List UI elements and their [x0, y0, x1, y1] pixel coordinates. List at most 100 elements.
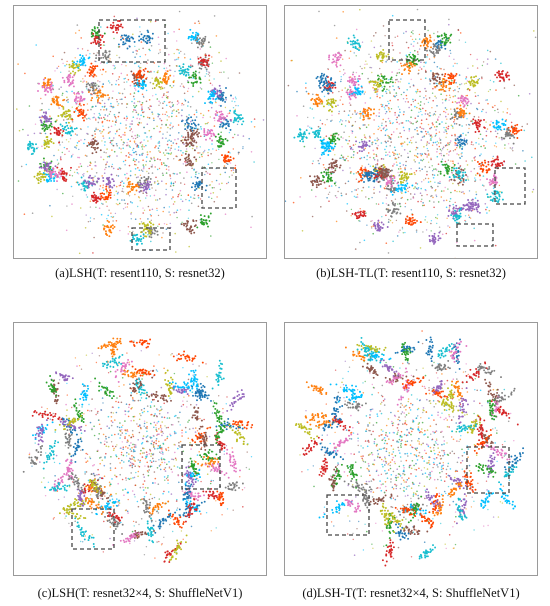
scatter-point [124, 77, 127, 80]
cluster-point [203, 39, 206, 42]
scatter-point [195, 171, 198, 173]
scatter-point [86, 170, 89, 173]
cluster-point [105, 185, 108, 188]
cluster-point [54, 170, 57, 173]
scatter-point [490, 130, 492, 133]
cluster-point [69, 76, 71, 79]
scatter-point [429, 83, 431, 85]
scatter-point [127, 78, 130, 81]
cluster-point [387, 185, 389, 188]
scatter-point [167, 126, 169, 129]
cluster-point [193, 123, 196, 126]
scatter-point [109, 58, 111, 60]
scatter-point [360, 138, 363, 141]
scatter-point [108, 96, 111, 99]
cluster-point [94, 84, 97, 87]
cluster-point [90, 82, 93, 85]
cluster-point [226, 154, 229, 157]
cluster-point [143, 223, 146, 226]
cluster-point [216, 89, 219, 92]
cluster-point [103, 227, 106, 230]
cluster-point [96, 200, 98, 203]
scatter-point [355, 196, 357, 198]
scatter-point [340, 192, 343, 195]
cluster-point [87, 186, 90, 189]
scatter-point [398, 231, 400, 233]
cluster-point [92, 82, 95, 84]
cluster-point [164, 75, 167, 78]
scatter-point [460, 191, 463, 193]
scatter-point [143, 132, 146, 134]
scatter-point [370, 67, 373, 69]
cluster-point [348, 95, 351, 98]
cluster-point [218, 84, 221, 87]
scatter-point [112, 90, 114, 92]
cluster-point [192, 82, 195, 85]
scatter-point [71, 155, 73, 157]
scatter-point [365, 196, 367, 198]
cluster-point [83, 187, 86, 190]
cluster-point [141, 76, 143, 79]
scatter-point [375, 32, 377, 34]
scatter-point [236, 123, 239, 126]
scatter-point [84, 227, 87, 229]
scatter-point [168, 139, 170, 141]
scatter-point [145, 160, 148, 163]
scatter-point [444, 111, 447, 114]
scatter-point [321, 123, 324, 125]
scatter-point [169, 214, 171, 216]
cluster-point [97, 142, 100, 145]
scatter-point [394, 95, 396, 98]
scatter-point [355, 178, 358, 180]
cluster-point [203, 223, 206, 226]
scatter-point [313, 117, 315, 119]
scatter-point [378, 115, 380, 118]
scatter-point [124, 173, 126, 176]
cluster-point [99, 198, 102, 201]
scatter-point [135, 176, 138, 179]
scatter-point [347, 114, 350, 116]
cluster-point [61, 125, 64, 128]
cluster-point [44, 84, 47, 87]
scatter-point [164, 164, 166, 167]
scatter-point [454, 189, 456, 192]
scatter-point [385, 92, 388, 95]
scatter-point [450, 108, 452, 110]
cluster-point [220, 145, 223, 147]
scatter-point [61, 92, 64, 95]
scatter-point [427, 161, 430, 163]
cluster-point [86, 71, 89, 74]
scatter-point [140, 62, 142, 65]
cluster-point [89, 86, 92, 89]
scatter-point [365, 126, 368, 129]
scatter-point [412, 197, 415, 199]
cluster-point [197, 123, 200, 126]
cluster-point [101, 196, 104, 199]
scatter-point [208, 75, 211, 77]
scatter-point [27, 134, 29, 136]
cluster-point [186, 163, 189, 166]
scatter-point [100, 132, 102, 134]
scatter-point [117, 175, 120, 177]
cluster-point [194, 183, 197, 186]
scatter-point [420, 119, 423, 121]
scatter-point [471, 160, 473, 162]
scatter-point [208, 184, 211, 186]
cluster-point [222, 91, 225, 94]
scatter-point [199, 87, 202, 89]
scatter-point [465, 134, 467, 136]
scatter-point [335, 196, 338, 199]
scatter-point [184, 98, 186, 101]
scatter-point [397, 80, 400, 83]
cluster-point [345, 91, 348, 94]
scatter-point [159, 118, 161, 120]
scatter-point [229, 162, 232, 164]
scatter-point [364, 166, 367, 169]
scatter-point [71, 175, 74, 177]
cluster-point [46, 170, 49, 173]
cluster-point [197, 57, 200, 60]
cluster-point [135, 83, 138, 86]
scatter-point [414, 161, 416, 163]
cluster-point [194, 185, 197, 188]
cluster-point [185, 142, 188, 145]
